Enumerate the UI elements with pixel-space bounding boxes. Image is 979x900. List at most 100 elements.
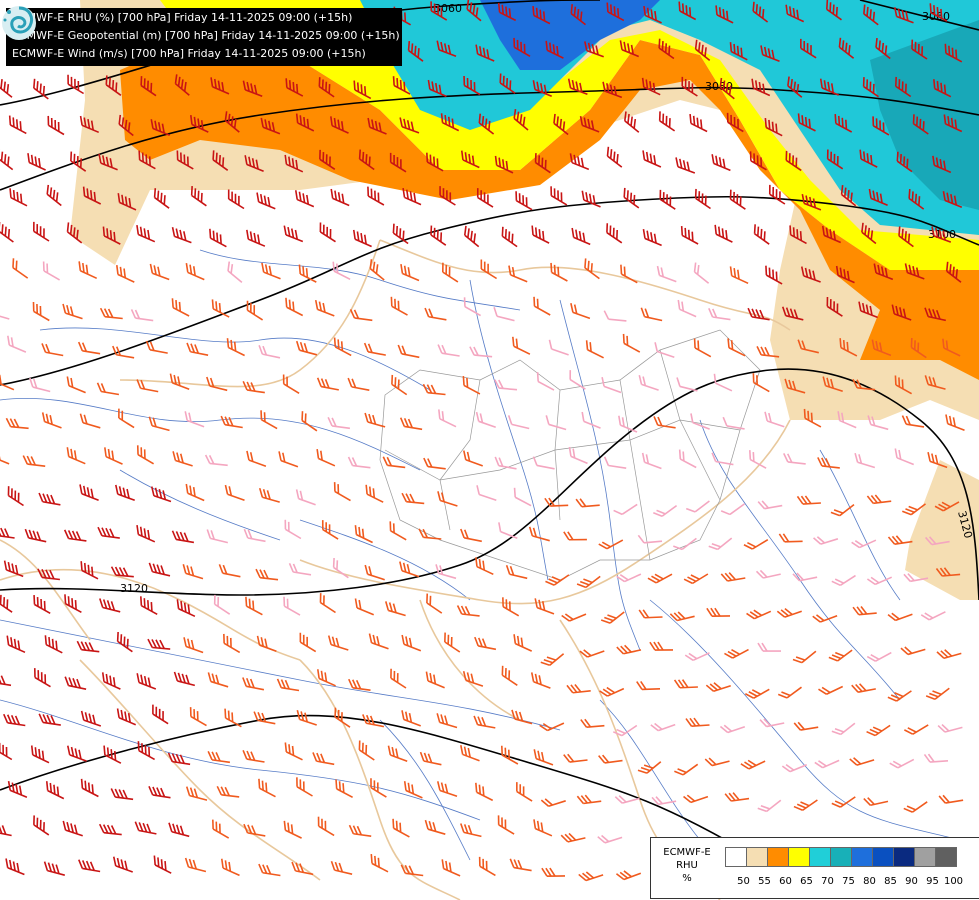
wind-barb bbox=[912, 114, 929, 135]
wind-barb bbox=[392, 223, 409, 245]
wind-barb bbox=[436, 40, 457, 57]
wind-barb bbox=[148, 785, 171, 799]
wind-barb bbox=[3, 560, 24, 578]
wind-barb bbox=[859, 149, 878, 168]
wind-barb bbox=[460, 745, 480, 762]
legend-swatch bbox=[851, 847, 873, 867]
wind-barb bbox=[570, 303, 591, 320]
wind-barb bbox=[0, 221, 14, 243]
wind-barb bbox=[694, 39, 711, 62]
wind-barb bbox=[358, 740, 375, 761]
wind-barb bbox=[618, 415, 638, 433]
wind-barb bbox=[541, 867, 566, 877]
wind-barb bbox=[606, 223, 623, 244]
wind-barb bbox=[98, 153, 118, 171]
wind-barb bbox=[550, 262, 568, 282]
wind-barb bbox=[887, 612, 913, 622]
wind-barb bbox=[849, 757, 875, 766]
wind-barb bbox=[319, 222, 336, 243]
wind-barb bbox=[387, 745, 408, 763]
wind-barb bbox=[500, 745, 519, 765]
wind-barb bbox=[676, 377, 698, 392]
wind-barb bbox=[105, 75, 122, 96]
wind-barb bbox=[540, 798, 566, 808]
wind-barb bbox=[99, 598, 121, 613]
wind-barb bbox=[873, 263, 894, 281]
wind-barb bbox=[0, 824, 12, 837]
wind-barb bbox=[550, 186, 568, 206]
wind-barb bbox=[576, 575, 601, 589]
wind-barb bbox=[66, 222, 83, 244]
wind-barb bbox=[244, 155, 264, 172]
wind-barb bbox=[693, 338, 712, 358]
wind-barb bbox=[242, 80, 263, 97]
wind-barb bbox=[497, 2, 517, 22]
legend-tick-label: 75 bbox=[842, 876, 855, 887]
wind-barb bbox=[862, 77, 879, 98]
wind-barb bbox=[719, 724, 746, 734]
wind-barb bbox=[284, 742, 303, 761]
wind-barb bbox=[64, 676, 87, 690]
wind-barb bbox=[891, 304, 912, 321]
wind-barb bbox=[424, 819, 446, 835]
wind-barb bbox=[613, 503, 638, 516]
wind-barb bbox=[684, 652, 710, 662]
wind-barb bbox=[382, 456, 406, 469]
wind-barb bbox=[889, 758, 915, 769]
wind-barb bbox=[116, 265, 135, 283]
wind-barb bbox=[435, 564, 457, 580]
wind-barb bbox=[894, 448, 914, 466]
wind-barb bbox=[391, 374, 408, 396]
wind-barb bbox=[545, 574, 570, 586]
wind-barb bbox=[389, 521, 407, 541]
wind-barb bbox=[724, 648, 749, 659]
wind-barb bbox=[553, 113, 569, 136]
wind-barb bbox=[729, 189, 746, 210]
wind-barb bbox=[171, 530, 195, 544]
legend-swatch bbox=[872, 847, 894, 867]
legend-swatch bbox=[746, 847, 768, 867]
wind-barb bbox=[102, 226, 121, 245]
wind-barb bbox=[502, 597, 520, 617]
wind-barb bbox=[826, 296, 843, 317]
wind-barb bbox=[283, 225, 304, 243]
wind-barb bbox=[902, 503, 926, 516]
wind-barb bbox=[781, 763, 808, 773]
wind-barb bbox=[6, 635, 26, 654]
wind-barb bbox=[642, 150, 662, 168]
wind-barb bbox=[792, 572, 818, 582]
wind-barb bbox=[708, 537, 733, 551]
wind-barb bbox=[828, 649, 853, 662]
wind-barb bbox=[501, 665, 518, 686]
wind-barb bbox=[112, 345, 135, 359]
legend-swatches bbox=[725, 847, 957, 867]
wind-barb bbox=[637, 534, 663, 544]
wind-barb bbox=[683, 794, 709, 804]
legend-swatch bbox=[893, 847, 915, 867]
wind-barb bbox=[641, 452, 662, 470]
wind-barb bbox=[831, 796, 856, 808]
wind-barb bbox=[348, 824, 372, 837]
wind-barb bbox=[819, 78, 840, 96]
wind-barb bbox=[389, 152, 407, 173]
wind-barb bbox=[642, 229, 662, 247]
wind-barb bbox=[532, 80, 553, 98]
wind-barb bbox=[578, 871, 604, 882]
country-borders bbox=[0, 239, 791, 900]
wind-barb bbox=[80, 710, 102, 727]
wind-barb bbox=[530, 672, 551, 689]
wind-barb bbox=[579, 649, 605, 658]
wind-barb bbox=[894, 375, 912, 395]
wind-barb bbox=[904, 724, 929, 735]
wind-barb bbox=[334, 707, 351, 728]
wind-barb bbox=[33, 78, 49, 100]
wind-barb bbox=[532, 456, 555, 470]
wind-barb bbox=[638, 375, 659, 391]
wind-barb bbox=[171, 227, 192, 244]
wind-barb bbox=[603, 310, 627, 322]
wind-barb bbox=[27, 153, 46, 171]
legend-title-line2: RHU bbox=[676, 860, 698, 871]
wind-barb bbox=[785, 150, 802, 172]
wind-barb bbox=[508, 265, 528, 283]
wind-barb bbox=[887, 535, 913, 545]
